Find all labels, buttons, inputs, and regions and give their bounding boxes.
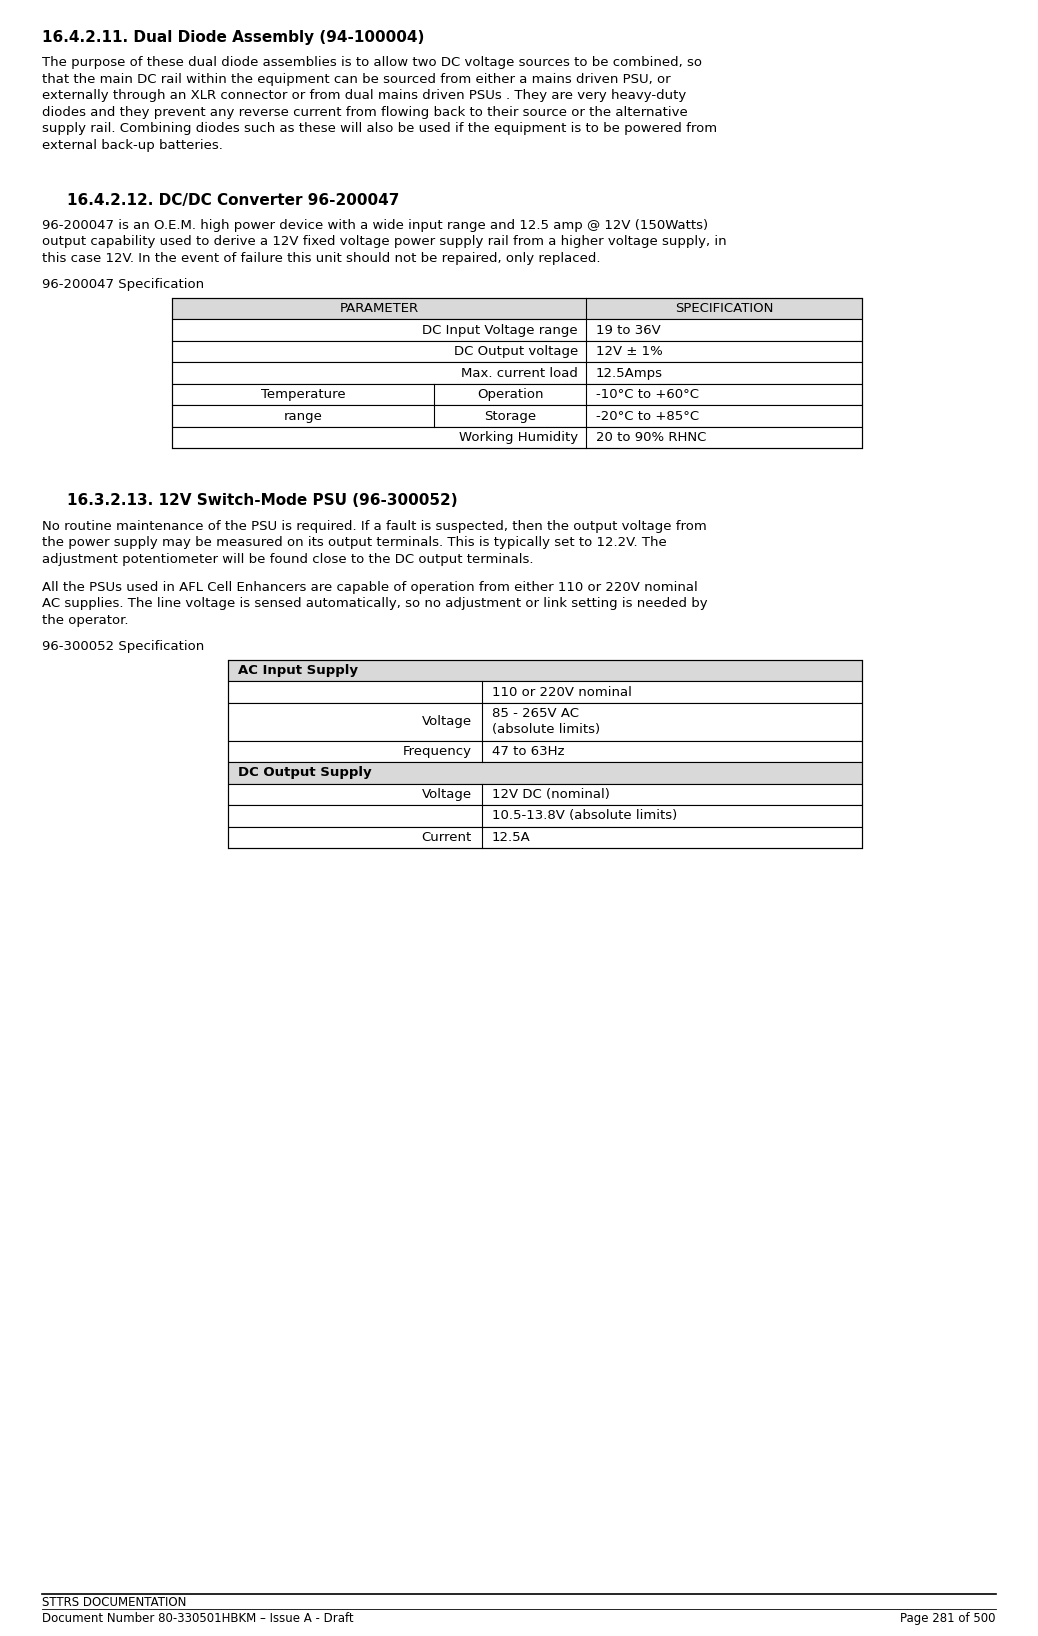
Bar	[172, 384, 862, 406]
Text: DC Input Voltage range: DC Input Voltage range	[422, 324, 578, 337]
Text: 16.3.2.13. 12V Switch-Mode PSU (96-300052): 16.3.2.13. 12V Switch-Mode PSU (96-30005…	[67, 494, 458, 509]
Text: DC Output Supply: DC Output Supply	[238, 766, 372, 779]
Text: SPECIFICATION: SPECIFICATION	[675, 303, 773, 316]
Text: external back-up batteries.: external back-up batteries.	[42, 139, 223, 152]
Text: 19 to 36V: 19 to 36V	[596, 324, 661, 337]
Text: externally through an XLR connector or from dual mains driven PSUs . They are ve: externally through an XLR connector or f…	[42, 88, 686, 101]
Text: 96-300052 Specification: 96-300052 Specification	[42, 640, 204, 653]
Bar	[228, 659, 862, 682]
Text: 12.5A: 12.5A	[492, 831, 530, 844]
Text: Frequency: Frequency	[403, 744, 471, 757]
Text: this case 12V. In the event of failure this unit should not be repaired, only re: this case 12V. In the event of failure t…	[42, 252, 601, 265]
Text: Page 281 of 500: Page 281 of 500	[901, 1611, 996, 1625]
Text: adjustment potentiometer will be found close to the DC output terminals.: adjustment potentiometer will be found c…	[42, 553, 534, 566]
Text: 10.5-13.8V (absolute limits): 10.5-13.8V (absolute limits)	[492, 810, 677, 823]
Bar	[172, 427, 862, 448]
Bar	[172, 298, 862, 319]
Bar	[228, 805, 862, 826]
Text: 47 to 63Hz: 47 to 63Hz	[492, 744, 564, 757]
Text: (absolute limits): (absolute limits)	[492, 723, 600, 736]
Text: STTRS DOCUMENTATION: STTRS DOCUMENTATION	[42, 1597, 187, 1608]
Text: AC supplies. The line voltage is sensed automatically, so no adjustment or link : AC supplies. The line voltage is sensed …	[42, 597, 708, 610]
Text: DC Output voltage: DC Output voltage	[454, 345, 578, 358]
Bar	[172, 319, 862, 340]
Text: Document Number 80-330501HBKM – Issue A - Draft: Document Number 80-330501HBKM – Issue A …	[42, 1611, 354, 1625]
Bar	[228, 762, 862, 784]
Text: diodes and they prevent any reverse current from flowing back to their source or: diodes and they prevent any reverse curr…	[42, 106, 688, 119]
Text: that the main DC rail within the equipment can be sourced from either a mains dr: that the main DC rail within the equipme…	[42, 72, 671, 85]
Text: No routine maintenance of the PSU is required. If a fault is suspected, then the: No routine maintenance of the PSU is req…	[42, 520, 707, 533]
Text: AC Input Supply: AC Input Supply	[238, 664, 358, 677]
Text: Voltage: Voltage	[421, 715, 471, 728]
Text: Operation: Operation	[476, 388, 543, 401]
Bar	[228, 741, 862, 762]
Text: Max. current load: Max. current load	[461, 366, 578, 380]
Text: -10°C to +60°C: -10°C to +60°C	[596, 388, 699, 401]
Text: 16.4.2.12. DC/DC Converter 96-200047: 16.4.2.12. DC/DC Converter 96-200047	[67, 193, 400, 208]
Bar	[228, 682, 862, 703]
Text: Voltage: Voltage	[421, 789, 471, 800]
Bar	[172, 340, 862, 363]
Text: range: range	[283, 409, 323, 422]
Text: 96-200047 Specification: 96-200047 Specification	[42, 278, 204, 291]
Bar	[228, 784, 862, 805]
Text: 96-200047 is an O.E.M. high power device with a wide input range and 12.5 amp @ : 96-200047 is an O.E.M. high power device…	[42, 219, 708, 232]
Text: 20 to 90% RHNC: 20 to 90% RHNC	[596, 432, 707, 445]
Text: Current: Current	[421, 831, 471, 844]
Text: Working Humidity: Working Humidity	[459, 432, 578, 445]
Text: All the PSUs used in AFL Cell Enhancers are capable of operation from either 110: All the PSUs used in AFL Cell Enhancers …	[42, 581, 698, 594]
Text: output capability used to derive a 12V fixed voltage power supply rail from a hi: output capability used to derive a 12V f…	[42, 236, 727, 249]
Bar	[228, 703, 862, 741]
Text: the operator.: the operator.	[42, 614, 129, 627]
Bar	[172, 363, 862, 384]
Text: -20°C to +85°C: -20°C to +85°C	[596, 409, 700, 422]
Text: 12.5Amps: 12.5Amps	[596, 366, 663, 380]
Text: The purpose of these dual diode assemblies is to allow two DC voltage sources to: The purpose of these dual diode assembli…	[42, 56, 702, 69]
Text: 110 or 220V nominal: 110 or 220V nominal	[492, 685, 631, 699]
Text: 85 - 265V AC: 85 - 265V AC	[492, 707, 578, 720]
Text: the power supply may be measured on its output terminals. This is typically set : the power supply may be measured on its …	[42, 537, 666, 550]
Text: supply rail. Combining diodes such as these will also be used if the equipment i: supply rail. Combining diodes such as th…	[42, 123, 717, 136]
Text: 12V DC (nominal): 12V DC (nominal)	[492, 789, 609, 800]
Text: 16.4.2.11. Dual Diode Assembly (94-100004): 16.4.2.11. Dual Diode Assembly (94-10000…	[42, 29, 425, 46]
Text: Temperature: Temperature	[261, 388, 346, 401]
Text: 12V ± 1%: 12V ± 1%	[596, 345, 662, 358]
Text: PARAMETER: PARAMETER	[339, 303, 418, 316]
Text: Storage: Storage	[484, 409, 537, 422]
Bar	[172, 406, 862, 427]
Bar	[228, 826, 862, 847]
